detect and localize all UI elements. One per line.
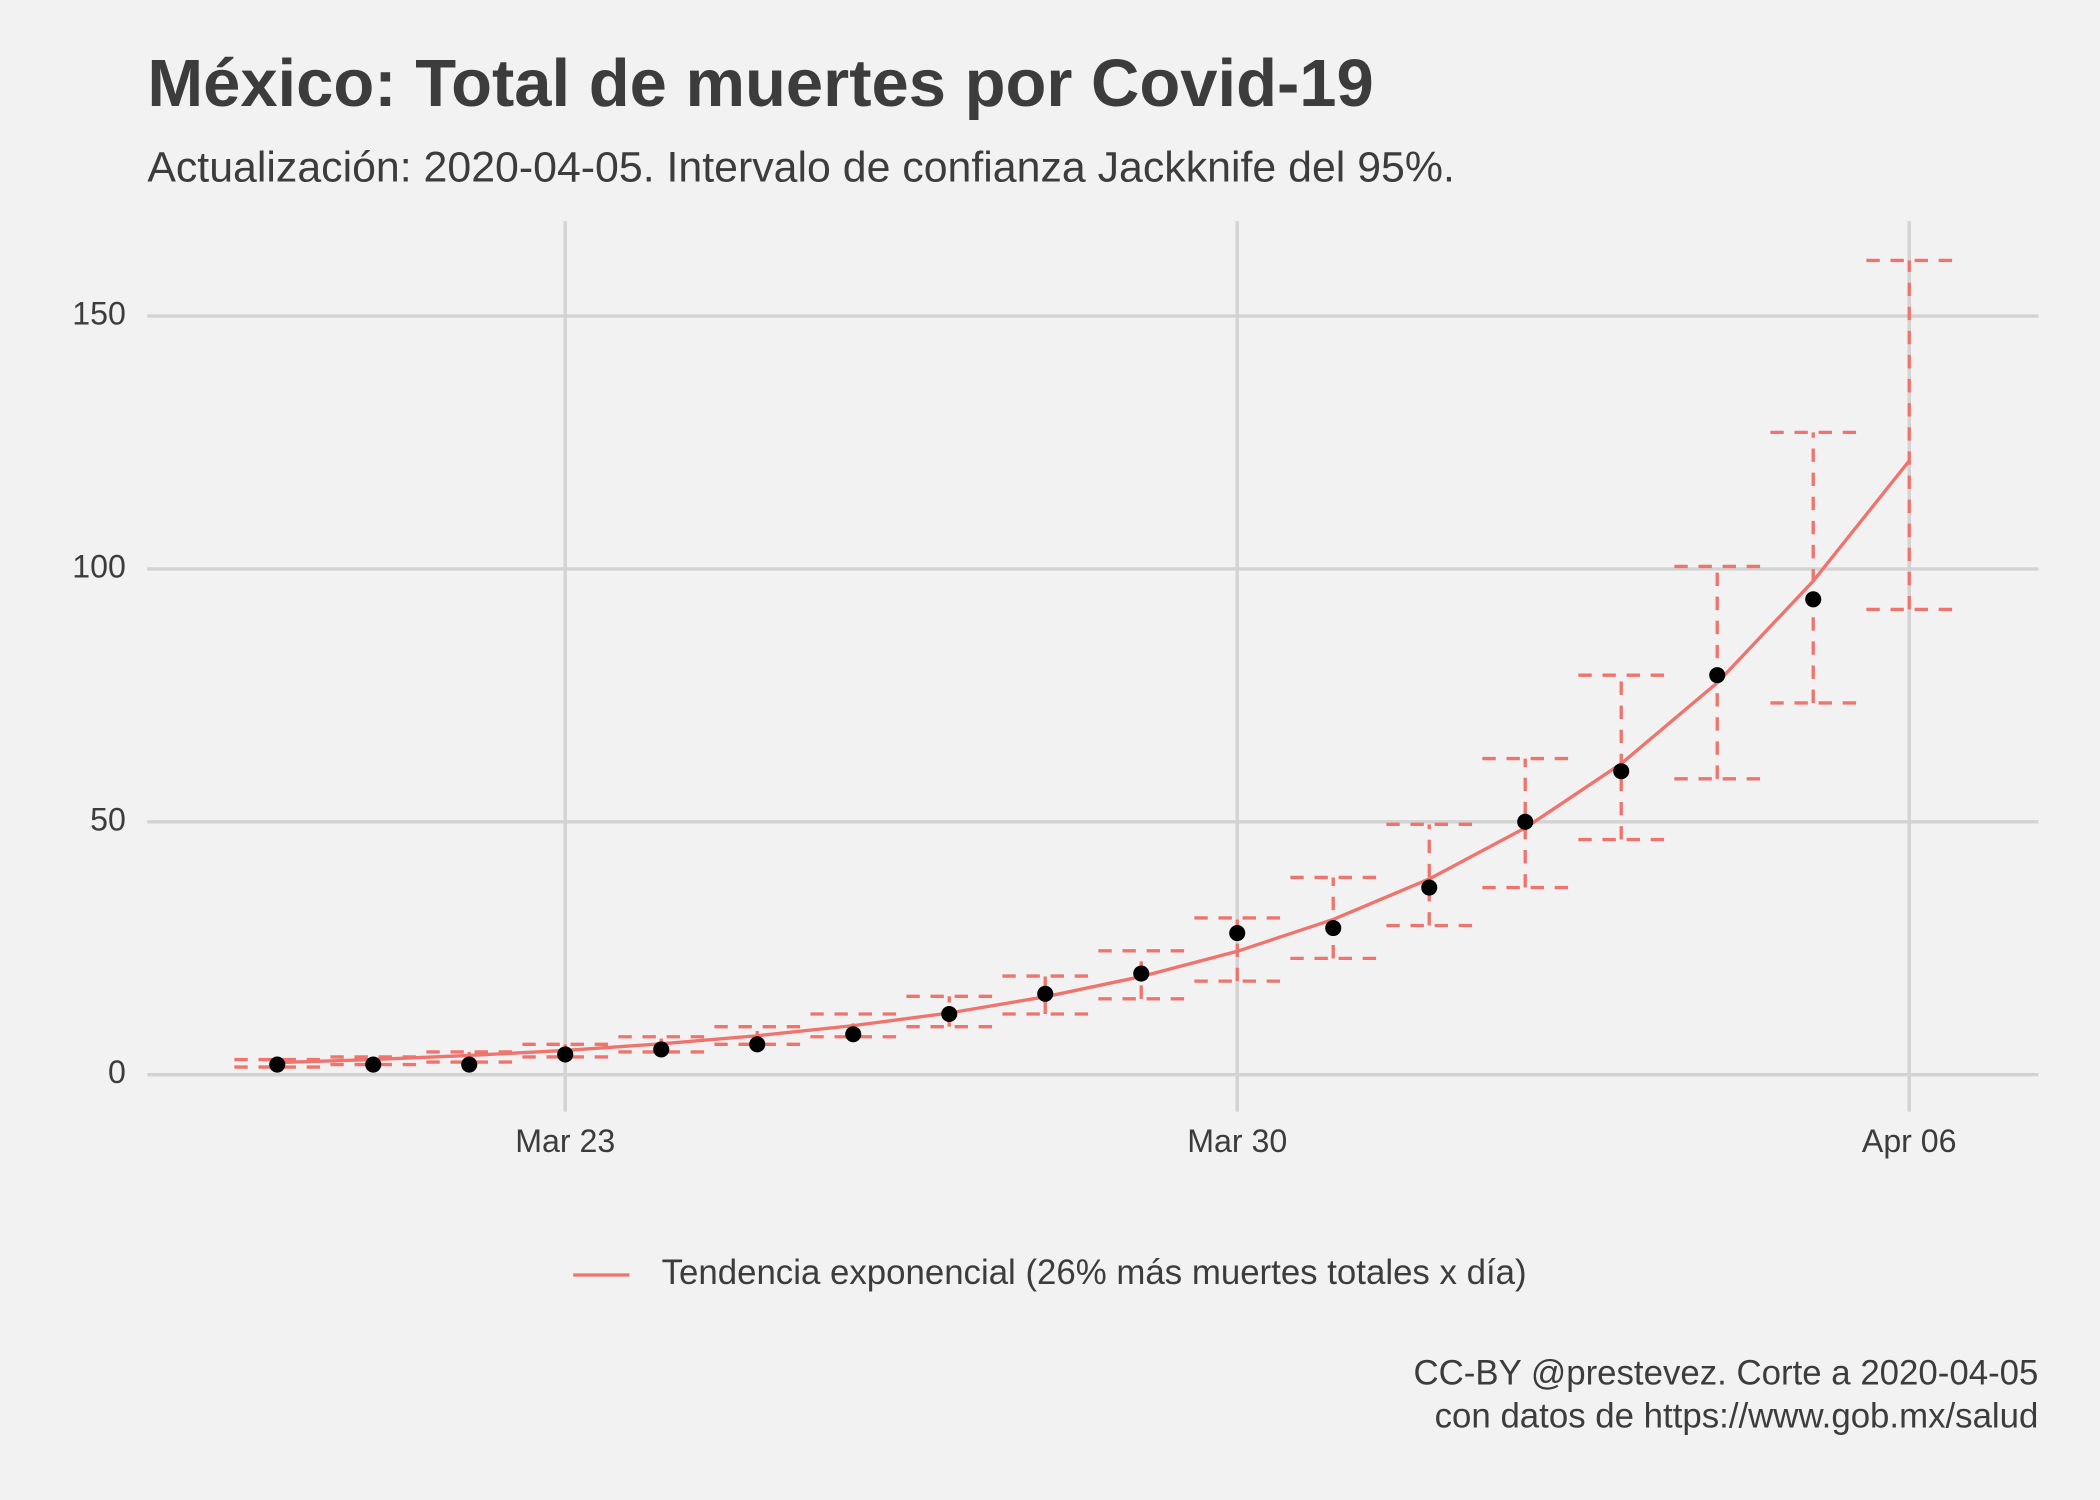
point bbox=[1805, 591, 1822, 608]
point bbox=[1709, 667, 1726, 684]
point bbox=[461, 1056, 478, 1073]
y-tick-label: 100 bbox=[72, 548, 126, 584]
x-tick-label: Apr 06 bbox=[1862, 1123, 1957, 1159]
point bbox=[1133, 965, 1150, 982]
point bbox=[1517, 813, 1534, 830]
point bbox=[1421, 879, 1438, 896]
trend-line bbox=[277, 459, 1911, 1065]
point bbox=[269, 1056, 286, 1073]
point bbox=[845, 1026, 862, 1043]
chart-subtitle: Actualización: 2020-04-05. Intervalo de … bbox=[147, 143, 1455, 191]
point bbox=[749, 1036, 766, 1053]
point bbox=[1037, 985, 1054, 1002]
y-tick-label: 50 bbox=[90, 801, 126, 837]
point bbox=[557, 1046, 574, 1063]
caption: con datos de https://www.gob.mx/salud bbox=[1435, 1397, 2039, 1436]
point bbox=[365, 1056, 382, 1073]
y-tick-label: 0 bbox=[108, 1054, 126, 1090]
point bbox=[941, 1005, 958, 1023]
chart-title: México: Total de muertes por Covid-19 bbox=[147, 46, 1373, 121]
point bbox=[1613, 763, 1630, 780]
y-tick-label: 150 bbox=[72, 296, 126, 332]
point bbox=[1325, 919, 1342, 937]
x-tick-label: Mar 30 bbox=[1187, 1123, 1287, 1159]
point bbox=[653, 1041, 670, 1058]
x-tick-label: Mar 23 bbox=[515, 1123, 615, 1159]
legend-label: Tendencia exponencial (26% más muertes t… bbox=[662, 1253, 1527, 1292]
caption: CC-BY @prestevez. Corte a 2020-04-05 bbox=[1414, 1354, 2039, 1393]
point bbox=[1229, 925, 1246, 942]
